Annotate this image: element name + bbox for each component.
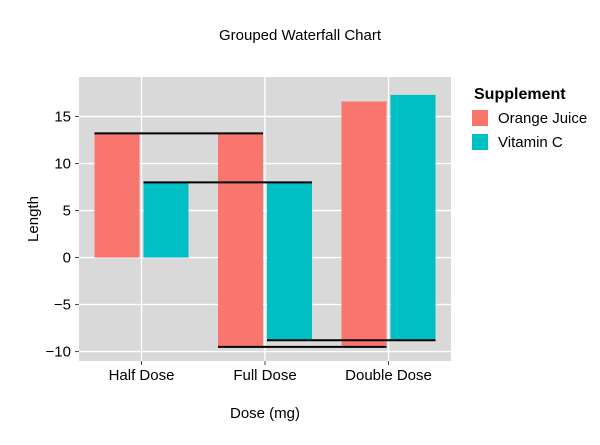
y-axis-label: Length [25,196,42,242]
chart-title: Grouped Waterfall Chart [219,27,382,44]
x-axis-ticks: Half Dose Full Dose Double Dose [109,361,432,384]
x-axis-label: Dose (mg) [230,405,300,422]
legend-label: Orange Juice [498,110,587,127]
legend-title: Supplement [474,86,566,103]
legend-item[interactable]: Orange Juice [472,110,587,127]
bar-vitamin-c [143,182,189,258]
bars [94,94,436,347]
y-tick-label: −5 [54,297,71,314]
x-tick-label: Full Dose [233,367,296,384]
bar-orange-juice [94,133,140,258]
bar-orange-juice [218,133,263,347]
legend-swatch [472,110,488,126]
bar-orange-juice [341,101,387,347]
y-tick-label: 0 [63,250,71,267]
connectors [94,132,436,348]
y-tick-label: −10 [46,344,71,361]
bar-vitamin-c [267,182,312,341]
legend-item[interactable]: Vitamin C [472,134,563,151]
gridlines [79,77,451,361]
y-tick-label: 5 [63,203,71,220]
legend-swatch [472,134,488,150]
bar-vitamin-c [390,94,436,341]
x-tick-label: Half Dose [109,367,175,384]
legend[interactable]: Supplement Orange Juice Vitamin C [472,86,587,151]
x-tick-label: Double Dose [345,367,432,384]
y-axis-ticks: 15 10 5 0 −5 −10 [46,108,79,361]
legend-label: Vitamin C [498,134,563,151]
y-tick-label: 10 [54,156,71,173]
y-tick-label: 15 [54,108,71,125]
